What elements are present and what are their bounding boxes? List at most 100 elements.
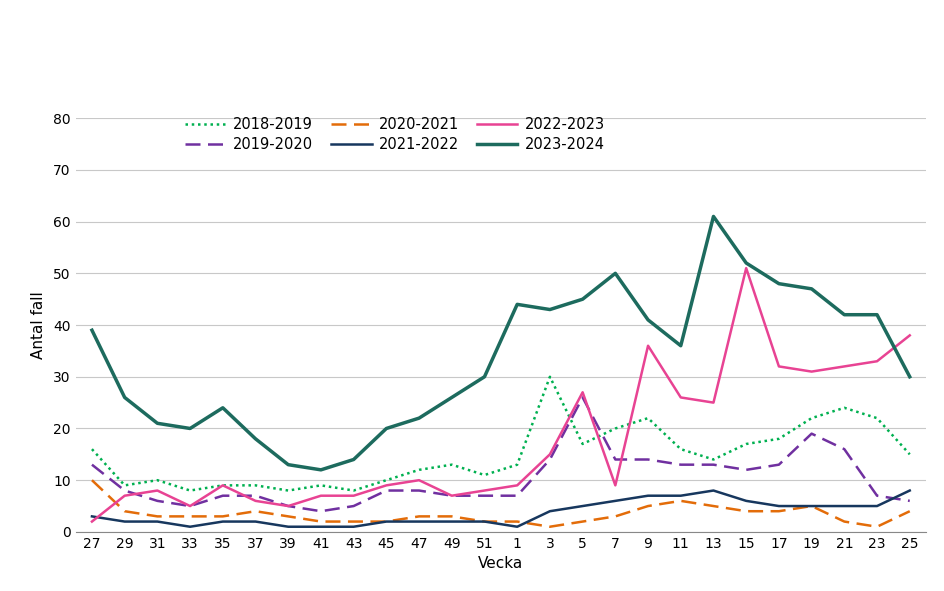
2022-2023: [740, 265, 751, 272]
2022-2023: [347, 492, 359, 499]
2021-2022: [740, 498, 751, 505]
2018-2019: [413, 466, 424, 473]
2018-2019: [119, 482, 130, 489]
2023-2024: [119, 394, 130, 401]
2019-2020: [86, 461, 97, 468]
Line: 2018-2019: 2018-2019: [92, 377, 909, 491]
2018-2019: [772, 435, 784, 442]
2020-2021: [184, 513, 195, 520]
2020-2021: [479, 518, 490, 525]
2023-2024: [86, 327, 97, 334]
2021-2022: [380, 518, 392, 525]
2018-2019: [740, 440, 751, 447]
2020-2021: [870, 523, 882, 530]
2019-2020: [282, 502, 294, 509]
2023-2024: [347, 456, 359, 463]
2019-2020: [347, 502, 359, 509]
2019-2020: [119, 487, 130, 494]
2023-2024: [577, 296, 588, 303]
2020-2021: [413, 513, 424, 520]
2022-2023: [315, 492, 327, 499]
2020-2021: [674, 498, 685, 505]
2019-2020: [577, 394, 588, 401]
Line: 2020-2021: 2020-2021: [92, 480, 909, 527]
2023-2024: [805, 285, 817, 293]
2019-2020: [479, 492, 490, 499]
Line: 2022-2023: 2022-2023: [92, 268, 909, 522]
2018-2019: [903, 451, 915, 458]
2019-2020: [315, 508, 327, 515]
2022-2023: [184, 502, 195, 509]
2018-2019: [707, 456, 718, 463]
2019-2020: [152, 498, 163, 505]
2019-2020: [772, 461, 784, 468]
2018-2019: [446, 461, 457, 468]
2019-2020: [707, 461, 718, 468]
2018-2019: [380, 476, 392, 483]
2018-2019: [609, 425, 620, 432]
2021-2022: [903, 487, 915, 494]
2021-2022: [282, 523, 294, 530]
2018-2019: [249, 482, 261, 489]
2020-2021: [577, 518, 588, 525]
2018-2019: [479, 472, 490, 479]
2021-2022: [707, 487, 718, 494]
2019-2020: [642, 456, 653, 463]
2022-2023: [446, 492, 457, 499]
2022-2023: [577, 389, 588, 396]
2019-2020: [740, 466, 751, 473]
2021-2022: [544, 508, 555, 515]
2019-2020: [511, 492, 522, 499]
2020-2021: [642, 502, 653, 509]
2020-2021: [249, 508, 261, 515]
2021-2022: [642, 492, 653, 499]
2022-2023: [870, 358, 882, 365]
2022-2023: [609, 482, 620, 489]
2021-2022: [511, 523, 522, 530]
2019-2020: [413, 487, 424, 494]
2021-2022: [805, 502, 817, 509]
2023-2024: [282, 461, 294, 468]
2021-2022: [772, 502, 784, 509]
2023-2024: [413, 415, 424, 422]
2023-2024: [707, 213, 718, 220]
Legend: 2018-2019, 2019-2020, 2020-2021, 2021-2022, 2022-2023, 2023-2024: 2018-2019, 2019-2020, 2020-2021, 2021-20…: [185, 117, 604, 152]
2020-2021: [707, 502, 718, 509]
2020-2021: [903, 508, 915, 515]
2021-2022: [674, 492, 685, 499]
Line: 2019-2020: 2019-2020: [92, 397, 909, 511]
2022-2023: [217, 482, 228, 489]
2020-2021: [544, 523, 555, 530]
2018-2019: [315, 482, 327, 489]
2020-2021: [446, 513, 457, 520]
2020-2021: [152, 513, 163, 520]
2018-2019: [86, 446, 97, 453]
2022-2023: [152, 487, 163, 494]
2023-2024: [740, 259, 751, 267]
2019-2020: [446, 492, 457, 499]
2018-2019: [152, 476, 163, 483]
2018-2019: [217, 482, 228, 489]
2018-2019: [544, 374, 555, 381]
2023-2024: [837, 311, 849, 318]
2019-2020: [217, 492, 228, 499]
2021-2022: [315, 523, 327, 530]
2020-2021: [315, 518, 327, 525]
2019-2020: [609, 456, 620, 463]
2023-2024: [870, 311, 882, 318]
2023-2024: [642, 316, 653, 323]
2023-2024: [903, 374, 915, 381]
2021-2022: [446, 518, 457, 525]
2023-2024: [217, 404, 228, 411]
2023-2024: [609, 269, 620, 277]
2021-2022: [119, 518, 130, 525]
2021-2022: [870, 502, 882, 509]
2020-2021: [380, 518, 392, 525]
2023-2024: [315, 466, 327, 473]
2022-2023: [544, 451, 555, 458]
2020-2021: [86, 476, 97, 483]
2019-2020: [380, 487, 392, 494]
2021-2022: [249, 518, 261, 525]
2018-2019: [642, 415, 653, 422]
2019-2020: [249, 492, 261, 499]
